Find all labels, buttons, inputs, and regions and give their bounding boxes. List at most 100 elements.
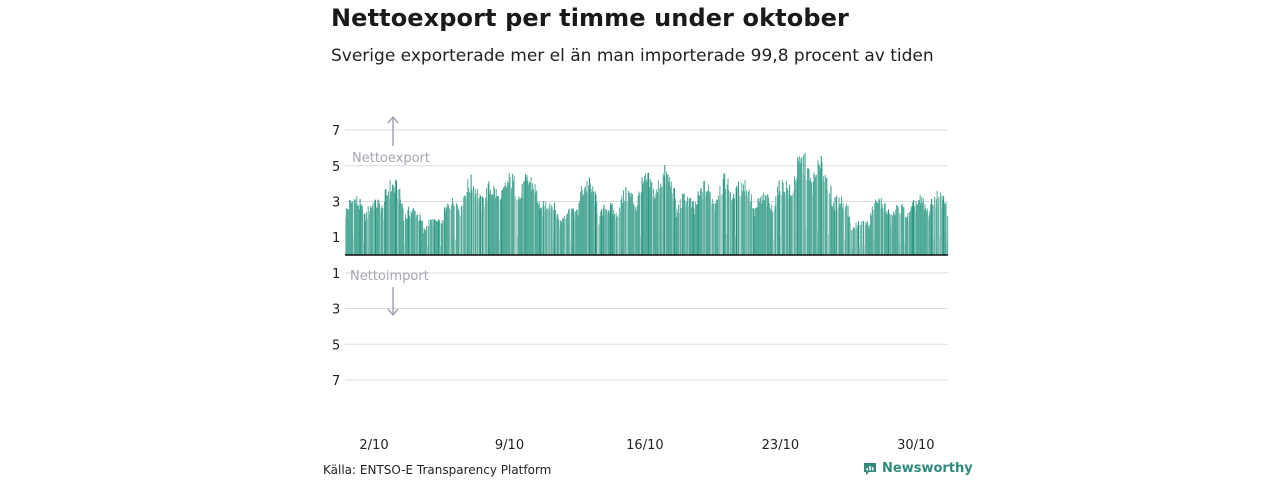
bar: [605, 209, 607, 255]
bar: [588, 185, 590, 255]
bar: [409, 215, 410, 255]
bar: [870, 213, 872, 255]
bar: [434, 220, 436, 255]
bar: [699, 195, 701, 255]
bar: [928, 215, 930, 255]
bar: [584, 185, 586, 255]
bar: [409, 217, 411, 255]
bar: [715, 203, 717, 255]
bar: [578, 203, 580, 255]
bar: [825, 178, 827, 255]
bar: [405, 218, 407, 255]
bar: [406, 218, 408, 255]
bar: [791, 195, 793, 255]
bar: [921, 196, 923, 255]
bar: [534, 184, 536, 255]
bar: [348, 210, 350, 255]
bar: [693, 208, 695, 255]
brand-logo[interactable]: Newsworthy: [863, 461, 973, 476]
bar: [793, 190, 795, 255]
bar: [550, 205, 552, 255]
bar: [443, 207, 445, 255]
bar: [481, 212, 483, 255]
y-tick-label: 5: [332, 160, 340, 175]
bar: [627, 201, 629, 255]
bar: [805, 229, 807, 255]
bar: [669, 177, 671, 255]
bar: [625, 187, 627, 255]
bar: [380, 208, 382, 255]
bar: [415, 218, 417, 255]
bar: [379, 203, 380, 255]
x-tick-label: 30/10: [897, 438, 934, 453]
bar: [762, 200, 764, 255]
bar: [841, 207, 843, 255]
bar: [604, 215, 606, 255]
bar: [482, 197, 484, 255]
bar: [755, 207, 757, 255]
bar: [897, 207, 899, 255]
bar: [387, 195, 389, 255]
bar: [694, 214, 696, 255]
bar: [541, 207, 543, 255]
bar: [584, 188, 586, 255]
bar: [554, 202, 556, 255]
bar: [531, 190, 533, 255]
bar: [723, 172, 725, 255]
bar: [901, 204, 903, 255]
bar: [462, 204, 464, 255]
bar: [564, 218, 566, 255]
bar: [579, 200, 581, 255]
bar: [429, 226, 431, 255]
bar: [382, 208, 384, 255]
bar: [706, 192, 708, 255]
bar: [419, 214, 421, 255]
bar: [581, 189, 583, 255]
x-tick-label: 23/10: [762, 438, 799, 453]
bar: [447, 203, 449, 255]
bar: [473, 186, 475, 255]
bar: [745, 195, 747, 255]
bar: [520, 196, 522, 255]
bar: [878, 198, 880, 255]
bar: [755, 207, 757, 255]
bar: [943, 202, 945, 255]
bar: [424, 229, 426, 255]
bar: [728, 190, 730, 255]
bar: [362, 242, 364, 255]
bar: [502, 189, 504, 255]
bar: [749, 203, 751, 255]
bar: [545, 201, 547, 255]
bar: [924, 204, 926, 255]
bar: [811, 195, 813, 255]
bar: [450, 209, 452, 255]
bar: [690, 197, 692, 255]
bar: [361, 204, 363, 255]
bar: [815, 177, 817, 255]
bar: [500, 198, 502, 255]
bar: [435, 221, 437, 255]
bar: [485, 197, 487, 255]
bar: [427, 226, 429, 255]
bar: [455, 239, 457, 255]
bar: [632, 202, 634, 255]
bar: [399, 188, 401, 255]
bar: [363, 213, 365, 255]
bar: [483, 206, 485, 255]
bar: [732, 197, 734, 255]
bar: [902, 206, 904, 255]
bar: [857, 225, 859, 255]
bar: [430, 219, 432, 255]
bar: [831, 205, 833, 255]
bar: [425, 230, 427, 255]
bar: [741, 182, 743, 255]
bar: [481, 196, 483, 255]
bar: [489, 193, 491, 255]
bar: [883, 203, 885, 255]
bar: [667, 174, 669, 255]
bar: [350, 202, 352, 255]
bar: [445, 207, 447, 255]
bar: [557, 213, 559, 255]
bar: [486, 188, 487, 255]
